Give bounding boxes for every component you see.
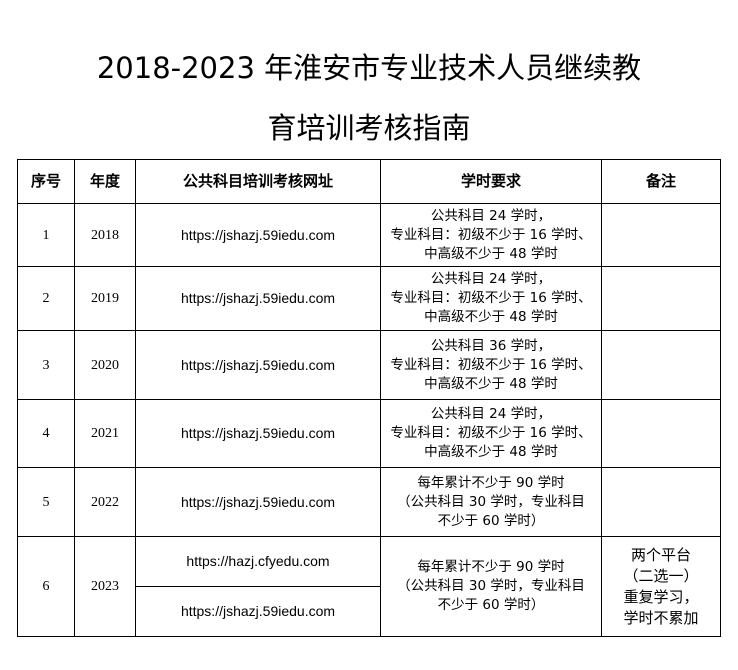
header-requirement: 学时要求 bbox=[380, 159, 602, 204]
requirement-line: 专业科目：初级不少于 16 学时、 bbox=[390, 425, 592, 441]
header-url: 公共科目培训考核网址 bbox=[135, 159, 381, 204]
row-url[interactable]: https://jshazj.59iedu.com bbox=[135, 203, 381, 267]
requirement-line: 公共科目 24 学时， bbox=[430, 271, 552, 287]
requirement-line: 不少于 60 学时） bbox=[437, 512, 545, 529]
row-year: 2019 bbox=[74, 266, 136, 331]
requirement-line: 公共科目 24 学时， bbox=[430, 207, 552, 224]
row-year: 2020 bbox=[74, 330, 136, 400]
row-number: 1 bbox=[17, 203, 75, 267]
row-year: 2022 bbox=[74, 467, 136, 537]
row-requirement: 公共科目 36 学时， 专业科目：初级不少于 16 学时、 中高级不少于 48 学时 bbox=[380, 330, 602, 400]
table-row: 6 2023 https://hazj.cfyedu.com 每年累计不少于 90 学… bbox=[17, 536, 721, 637]
row-url[interactable]: https://jshazj.59iedu.com bbox=[135, 330, 381, 400]
row-number: 2 bbox=[17, 266, 75, 331]
table-row: 5 2022 https://jshazj.59iedu.com 每年累计不少于 90… bbox=[17, 467, 721, 537]
row-url[interactable]: https://jshazj.59iedu.com bbox=[135, 266, 381, 331]
row-url[interactable]: https://jshazj.59iedu.com bbox=[135, 399, 381, 468]
row-year: 2023 bbox=[74, 536, 136, 637]
document-title-line-2: 育培训考核指南 bbox=[267, 111, 471, 145]
requirement-line: 中高级不少于 48 学时 bbox=[424, 444, 558, 460]
row-requirement: 每年累计不少于 90 学时 （公共科目 30 学时，专业科目 不少于 60 学时） bbox=[380, 536, 602, 637]
table-row: https://jshazj.59iedu.com bbox=[18, 586, 721, 637]
row-requirement: 每年累计不少于 90 学时 （公共科目 30 学时，专业科目 不少于 60 学时） bbox=[380, 467, 602, 537]
header-note: 备注 bbox=[601, 159, 721, 204]
requirement-line: 中高级不少于 48 学时 bbox=[424, 309, 558, 325]
header-year: 年度 bbox=[74, 159, 136, 204]
row-note bbox=[601, 266, 721, 331]
requirement-line: 公共科目 24 学时， bbox=[430, 406, 552, 422]
header-no: 序号 bbox=[17, 159, 75, 204]
requirement-line: 专业科目：初级不少于 16 学时、 bbox=[390, 356, 592, 373]
table-row: 4 2021 https://jshazj.59iedu.com 公共科目 24 学时… bbox=[17, 399, 721, 468]
row-year: 2018 bbox=[74, 203, 136, 267]
note-line: 重复学习， bbox=[623, 587, 699, 606]
requirement-line: 专业科目：初级不少于 16 学时、 bbox=[390, 226, 592, 243]
requirement-line: 每年累计不少于 90 学时 bbox=[417, 559, 565, 575]
requirement-line: 专业科目：初级不少于 16 学时、 bbox=[390, 290, 592, 306]
note-line: 学时不累加 bbox=[623, 608, 699, 627]
row-requirement: 公共科目 24 学时， 专业科目：初级不少于 16 学时、 中高级不少于 48 学时 bbox=[380, 203, 602, 267]
row-note bbox=[601, 330, 721, 400]
guide-table: 序号 年度 公共科目培训考核网址 学时要求 备注 1 2018 https://js… bbox=[17, 159, 721, 637]
row-url[interactable]: https://hazj.cfyedu.com bbox=[135, 536, 381, 587]
requirement-line: （公共科目 30 学时，专业科目 bbox=[397, 578, 585, 594]
row-requirement: 公共科目 24 学时， 专业科目：初级不少于 16 学时、 中高级不少于 48 学时 bbox=[380, 399, 602, 468]
row-url[interactable]: https://jshazj.59iedu.com bbox=[135, 467, 381, 537]
table-row: 2 2019 https://jshazj.59iedu.com 公共科目 24 学时… bbox=[17, 266, 721, 331]
row-number: 3 bbox=[17, 330, 75, 400]
requirement-line: 中高级不少于 48 学时 bbox=[424, 245, 558, 262]
note-line: （二选一） bbox=[623, 566, 699, 585]
requirement-line: 中高级不少于 48 学时 bbox=[424, 375, 558, 392]
row-year: 2021 bbox=[74, 399, 136, 468]
document-title-line-1: 2018-2023 年淮安市专业技术人员继续教 bbox=[96, 51, 642, 85]
table-row: 1 2018 https://jshazj.59iedu.com 公共科目 24 学时… bbox=[17, 203, 721, 267]
row-number: 6 bbox=[17, 536, 75, 637]
row-note bbox=[601, 399, 721, 468]
row-url[interactable]: https://jshazj.59iedu.com bbox=[135, 586, 381, 637]
requirement-line: 每年累计不少于 90 学时 bbox=[417, 474, 565, 491]
note-line: 两个平台 bbox=[630, 545, 691, 564]
row-note bbox=[601, 467, 721, 537]
row-number: 4 bbox=[17, 399, 75, 468]
requirement-line: 不少于 60 学时） bbox=[437, 597, 545, 613]
requirement-line: （公共科目 30 学时，专业科目 bbox=[397, 493, 585, 510]
table-row: 3 2020 https://jshazj.59iedu.com 公共科目 36 学时… bbox=[17, 330, 721, 400]
row-requirement: 公共科目 24 学时， 专业科目：初级不少于 16 学时、 中高级不少于 48 学时 bbox=[380, 266, 602, 331]
row-number: 5 bbox=[17, 467, 75, 537]
row-note bbox=[601, 203, 721, 267]
requirement-line: 公共科目 36 学时， bbox=[430, 337, 552, 354]
row-note: 两个平台 （二选一） 重复学习， 学时不累加 bbox=[601, 536, 721, 637]
table-header-row: 序号 年度 公共科目培训考核网址 学时要求 备注 bbox=[17, 159, 721, 204]
